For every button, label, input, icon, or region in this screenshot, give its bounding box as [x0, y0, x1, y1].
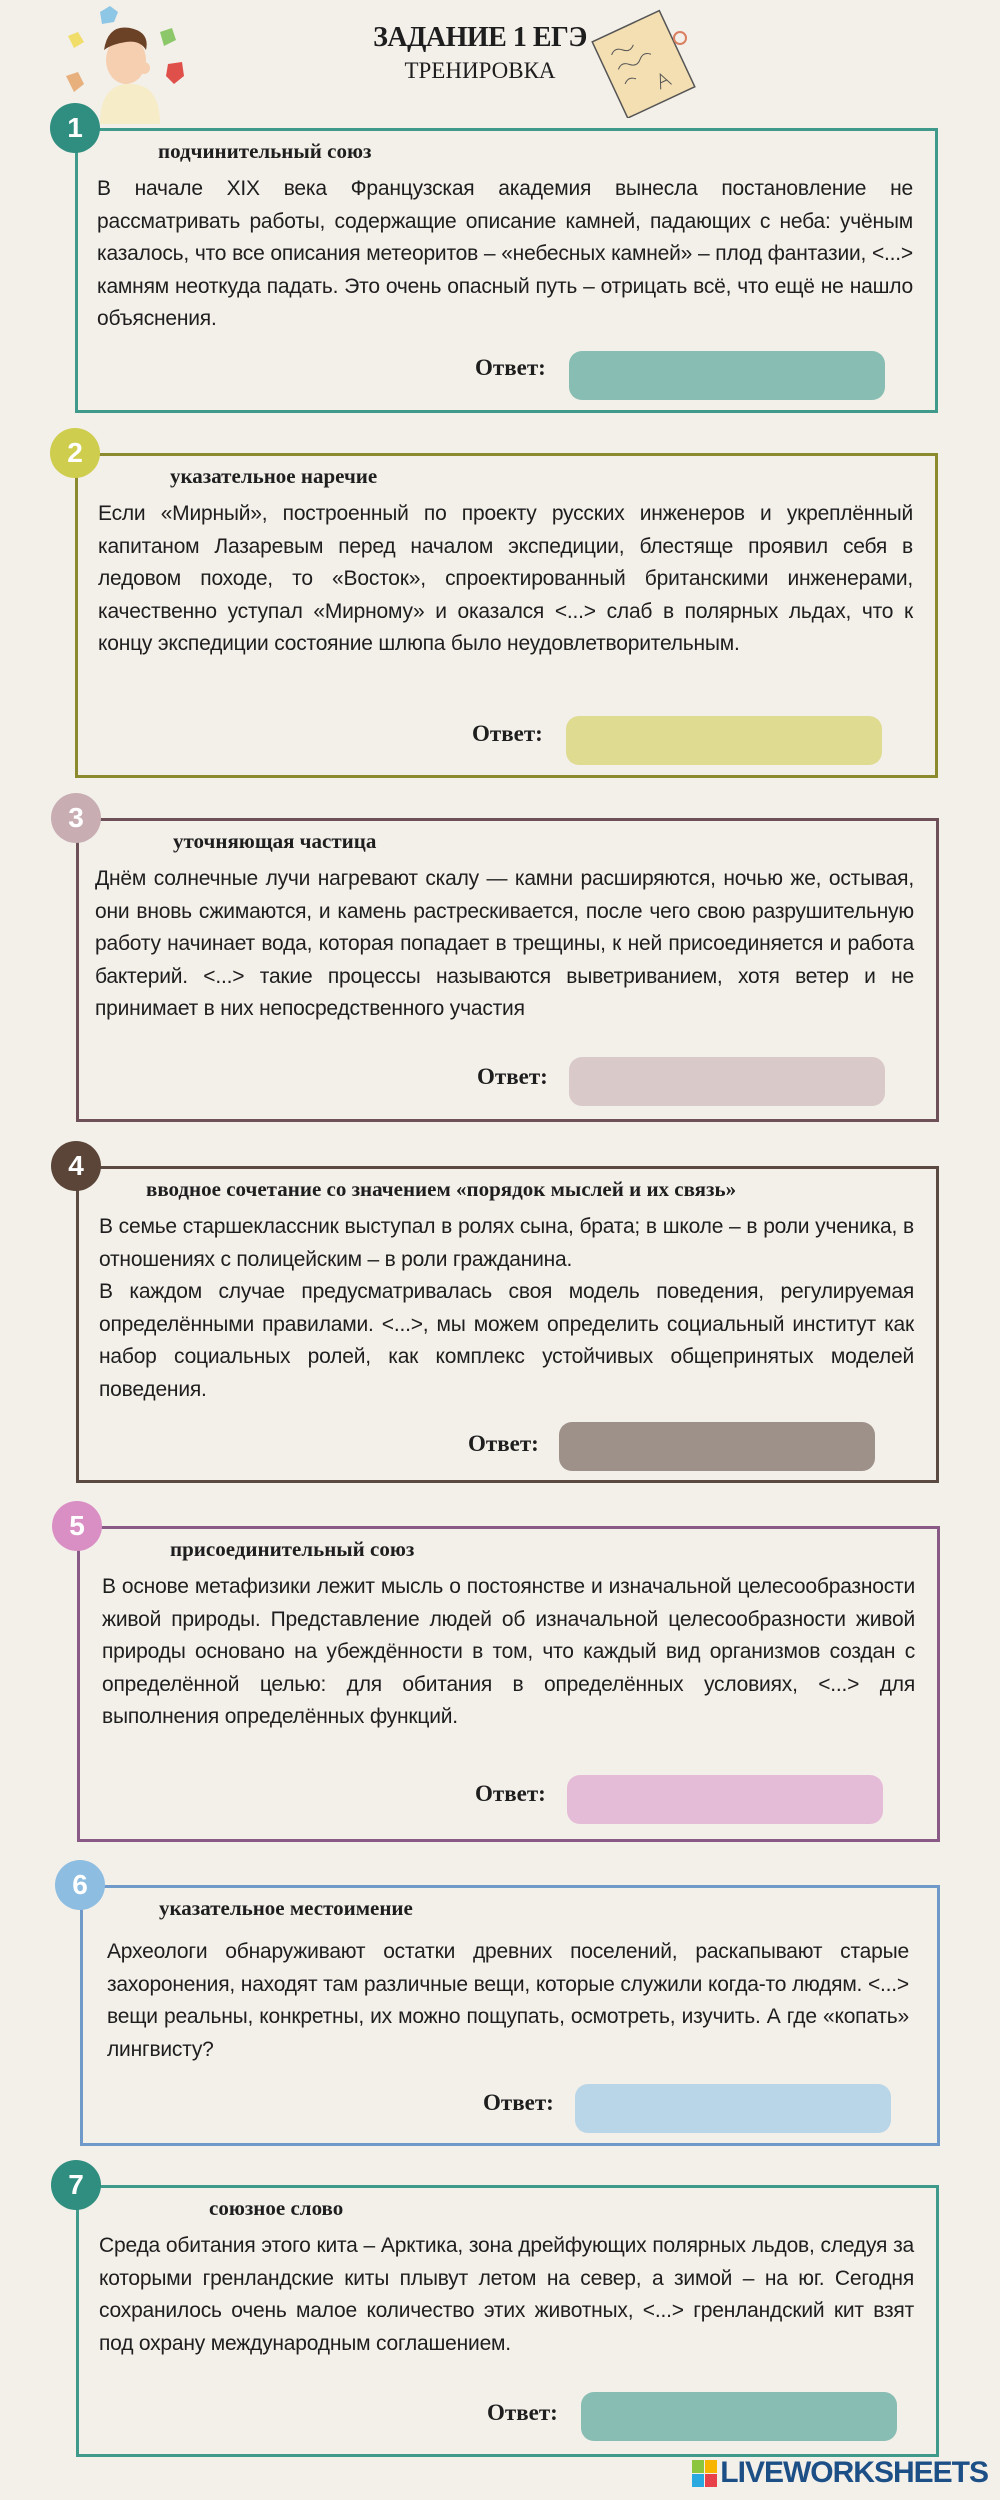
answer-input[interactable]: [567, 1775, 883, 1824]
logo-text: LIVEWORKSHEETS: [720, 2456, 989, 2489]
task-paragraph: Если «Мирный», построенный по проекту ру…: [98, 502, 913, 655]
task-text: В начале XIX века Французская академия в…: [97, 173, 913, 336]
task-paragraph: Археологи обнаруживают остатки древних п…: [107, 1940, 909, 2061]
task-number-badge: 6: [55, 1860, 105, 1910]
answer-label: Ответ:: [487, 2400, 558, 2425]
answer-input[interactable]: [575, 2084, 891, 2133]
task-number-badge: 2: [50, 428, 100, 478]
answer-input[interactable]: [566, 716, 882, 765]
task-card-1: 1 подчинительный союз В начале XIX века …: [50, 103, 938, 413]
task-number-badge: 3: [51, 793, 101, 843]
task-text: Археологи обнаруживают остатки древних п…: [107, 1936, 909, 2066]
answer-label: Ответ:: [468, 1431, 539, 1456]
answer-input[interactable]: [569, 1057, 885, 1106]
page-subtitle: ТРЕНИРОВКА: [404, 58, 556, 83]
task-number-badge: 1: [50, 103, 100, 153]
task-card-3: 3 уточняющая частица Днём солнечные лучи…: [51, 793, 939, 1122]
answer-input[interactable]: [569, 351, 885, 400]
answer-label: Ответ:: [472, 721, 543, 746]
task-hint-title: союзное слово: [209, 2196, 344, 2220]
task-number-badge: 4: [51, 1141, 101, 1191]
task-hint-title: указательное наречие: [170, 464, 378, 488]
liveworksheets-logo[interactable]: LIVEWORKSHEETS: [692, 2456, 989, 2490]
task-hint-title: вводное сочетание со значением «порядок …: [146, 1177, 737, 1201]
answer-input[interactable]: [559, 1422, 875, 1471]
notepad-illustration: [591, 9, 696, 118]
task-card-7: 7 союзное слово Среда обитания этого кит…: [51, 2160, 939, 2457]
liveworksheets-logo-icon: [692, 2459, 718, 2487]
page-title: ЗАДАНИЕ 1 ЕГЭ: [373, 22, 587, 53]
task-paragraph: В начале XIX века Французская академия в…: [97, 177, 913, 330]
task-hint-title: присоединительный союз: [170, 1537, 415, 1561]
task-hint-title: уточняющая частица: [173, 829, 377, 853]
task-paragraph: В семье старшеклассник выступал в ролях …: [99, 1215, 914, 1271]
answer-label: Ответ:: [477, 1064, 548, 1089]
task-hint-title: подчинительный союз: [158, 139, 372, 163]
task-text: Среда обитания этого кита – Арктика, зон…: [99, 2230, 914, 2360]
task-paragraph: Среда обитания этого кита – Арктика, зон…: [99, 2234, 914, 2355]
answer-label: Ответ:: [483, 2090, 554, 2115]
task-hint-title: указательное местоимение: [159, 1896, 413, 1920]
task-text: В семье старшеклассник выступал в ролях …: [99, 1211, 914, 1406]
task-text: Днём солнечные лучи нагревают скалу — ка…: [95, 863, 914, 1026]
answer-label: Ответ:: [475, 355, 546, 380]
thinking-boy-illustration: [66, 6, 184, 124]
task-paragraph: В основе метафизики лежит мысль о постоя…: [102, 1575, 915, 1728]
task-card-4: 4 вводное сочетание со значением «порядо…: [51, 1141, 939, 1483]
task-paragraph: В каждом случае предусматривалась своя м…: [99, 1280, 914, 1401]
task-number-badge: 7: [51, 2160, 101, 2210]
task-card-6: 6 указательное местоимение Археологи обн…: [55, 1860, 940, 2146]
task-card-5: 5 присоединительный союз В основе метафи…: [52, 1501, 940, 1842]
task-text: В основе метафизики лежит мысль о постоя…: [102, 1571, 915, 1734]
task-number-badge: 5: [52, 1501, 102, 1551]
task-card-2: 2 указательное наречие Если «Мирный», по…: [50, 428, 938, 778]
task-text: Если «Мирный», построенный по проекту ру…: [98, 498, 913, 661]
task-paragraph: Днём солнечные лучи нагревают скалу — ка…: [95, 867, 914, 1020]
answer-input[interactable]: [581, 2392, 897, 2441]
answer-label: Ответ:: [475, 1781, 546, 1806]
